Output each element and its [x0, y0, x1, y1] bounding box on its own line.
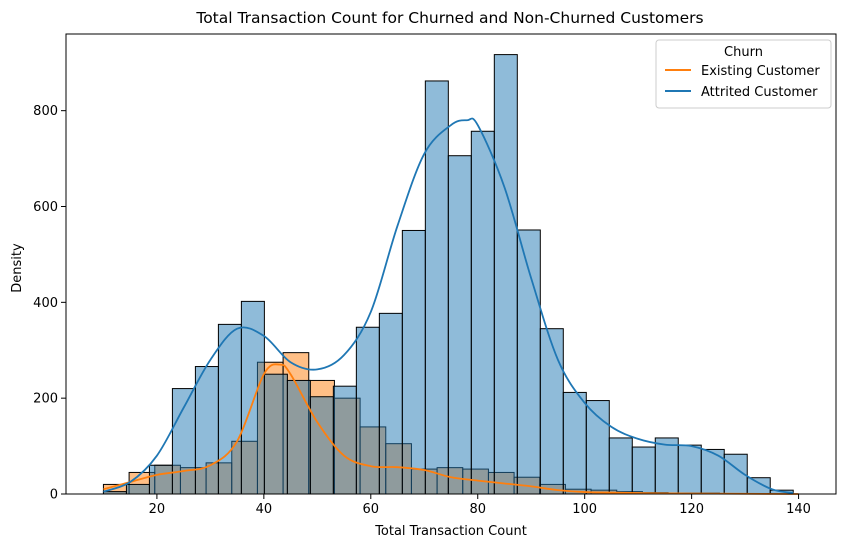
bar-attrited: [424, 80, 449, 495]
legend-title: Churn: [724, 45, 763, 60]
bar-attrited: [654, 437, 679, 495]
bar-attrited: [309, 396, 334, 495]
bar-attrited: [447, 155, 472, 495]
x-tick-label: 80: [469, 502, 486, 517]
x-tick-label: 120: [679, 502, 704, 517]
kde-layer: [103, 117, 799, 495]
bar-attrited: [677, 444, 702, 495]
x-tick-label: 20: [149, 502, 166, 517]
y-tick-label: 200: [33, 392, 58, 407]
legend-label-attrited: Attrited Customer: [701, 85, 818, 100]
bar-attrited: [493, 54, 518, 495]
bar-attrited: [148, 464, 173, 495]
legend-box: [655, 39, 832, 109]
bar-attrited: [263, 373, 288, 495]
bar-attrited: [470, 130, 495, 495]
x-tick-label: 100: [572, 502, 597, 517]
x-axis-label: Total Transaction Count: [374, 524, 527, 539]
bar-attrited: [562, 391, 587, 495]
bar-attrited: [171, 388, 196, 495]
y-tick-label: 400: [33, 296, 58, 311]
plot-frame: [65, 33, 837, 495]
kde-line-existing: [103, 363, 799, 495]
y-tick-label: 0: [50, 488, 58, 503]
bar-attrited: [746, 477, 771, 495]
legend: Churn Existing Customer Attrited Customer: [655, 39, 832, 109]
bar-attrited: [401, 229, 426, 495]
y-axis-label: Density: [10, 243, 25, 293]
bar-attrited: [217, 323, 242, 495]
legend-label-existing: Existing Customer: [701, 64, 820, 79]
bar-attrited: [355, 326, 380, 495]
bar-attrited: [125, 483, 150, 495]
bar-attrited: [631, 446, 656, 495]
y-tick-label: 800: [33, 104, 58, 119]
bar-attrited: [194, 366, 219, 495]
bar-attrited: [539, 328, 564, 495]
bar-attrited: [332, 385, 357, 495]
y-tick-label: 600: [33, 200, 58, 215]
bar-attrited: [608, 437, 633, 495]
axes-layer: 20 40 60 80 100 120 140 0 200 400 600 800: [33, 33, 837, 517]
bars-layer: [102, 54, 794, 495]
bar-attrited: [585, 400, 610, 495]
bar-attrited: [286, 379, 311, 495]
x-tick-label: 60: [363, 502, 380, 517]
x-tick-label: 140: [786, 502, 811, 517]
x-tick-label: 40: [256, 502, 273, 517]
kde-line-attrited: [103, 117, 794, 494]
chart-title: Total Transaction Count for Churned and …: [195, 9, 703, 27]
